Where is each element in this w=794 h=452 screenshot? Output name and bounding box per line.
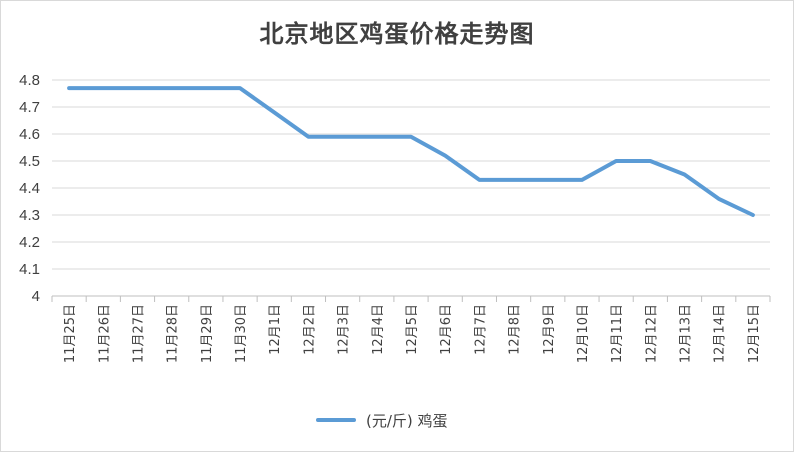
x-tick-label: 12月12日 <box>644 304 659 363</box>
chart-legend: (元/斤) 鸡蛋 <box>316 408 448 432</box>
y-tick-label: 4.4 <box>19 180 40 197</box>
chart-title: 北京地区鸡蛋价格走势图 <box>259 20 535 48</box>
x-tick-label: 12月11日 <box>610 304 625 363</box>
x-tick-label: 11月27日 <box>131 304 146 363</box>
x-tick-label: 11月30日 <box>234 304 249 363</box>
x-tick-label: 12月2日 <box>302 304 317 355</box>
legend-label: (元/斤) 鸡蛋 <box>366 411 448 430</box>
x-tick-label: 12月4日 <box>371 304 386 355</box>
y-tick-label: 4.6 <box>19 126 40 143</box>
y-tick-label: 4.1 <box>19 261 40 278</box>
x-tick-label: 12月13日 <box>679 304 694 363</box>
y-tick-label: 4.2 <box>19 234 40 251</box>
x-tick-label: 12月7日 <box>473 304 488 355</box>
legend-line-swatch <box>316 418 356 422</box>
x-tick-label: 11月26日 <box>97 304 112 363</box>
x-tick-label: 12月6日 <box>439 304 454 355</box>
x-tick-label: 12月8日 <box>508 304 523 355</box>
x-tick-label: 11月29日 <box>200 304 215 363</box>
x-tick-label: 12月9日 <box>542 304 557 355</box>
x-tick-label: 12月14日 <box>713 304 728 363</box>
y-tick-label: 4.7 <box>19 99 40 116</box>
x-tick-label: 12月10日 <box>576 304 591 363</box>
x-tick-label: 11月25日 <box>63 304 78 363</box>
y-tick-label: 4.5 <box>19 153 40 170</box>
x-tick-label: 11月28日 <box>166 304 181 363</box>
y-tick-label: 4.3 <box>19 207 40 224</box>
x-tick-label: 12月3日 <box>337 304 352 355</box>
x-tick-label: 12月1日 <box>268 304 283 355</box>
x-tick-label: 12月5日 <box>405 304 420 355</box>
x-tick-label: 12月15日 <box>747 304 762 363</box>
y-tick-label: 4.8 <box>19 72 40 89</box>
y-tick-label: 4 <box>32 288 40 305</box>
